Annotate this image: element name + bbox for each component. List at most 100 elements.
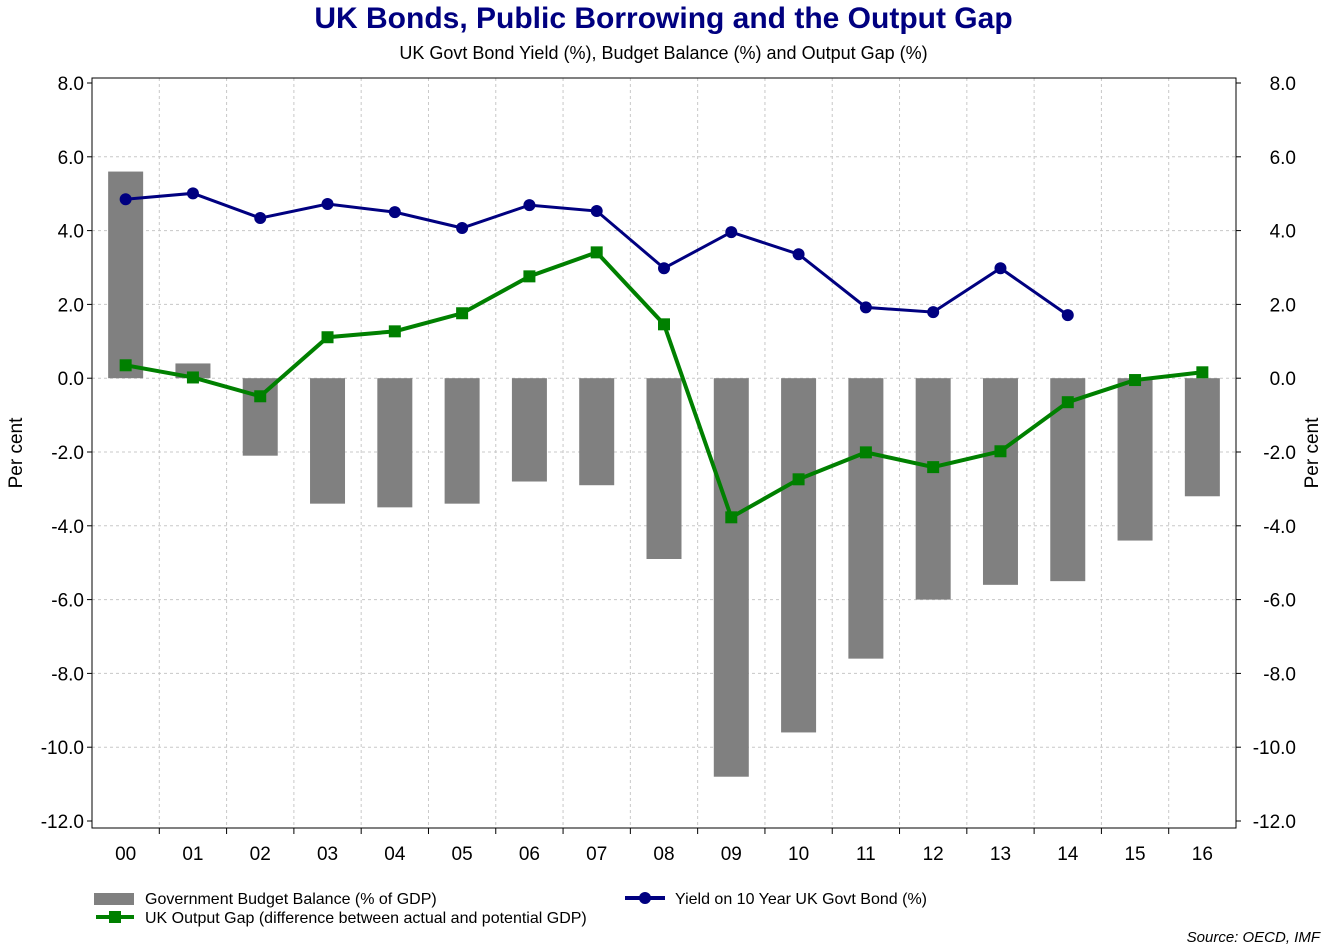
point-yield: [186, 187, 199, 200]
y-axis-label-left: Per cent: [6, 417, 27, 488]
y-tick-label-right: -2.0: [1263, 443, 1296, 464]
legend-marker-yield: [639, 892, 651, 904]
bar-budget-balance: [915, 378, 951, 600]
point-output-gap: [725, 511, 738, 524]
x-tick-label: 01: [182, 844, 203, 865]
point-yield: [388, 206, 401, 219]
legend: Government Budget Balance (% of GDP) UK …: [94, 891, 927, 927]
y-tick-label-left: 2.0: [58, 295, 84, 316]
point-yield: [523, 199, 536, 212]
point-output-gap: [658, 318, 670, 331]
bar-budget-balance: [108, 171, 144, 379]
x-tick-label: 10: [788, 844, 809, 865]
point-output-gap: [321, 331, 334, 344]
point-output-gap: [456, 307, 469, 320]
point-output-gap: [388, 325, 401, 338]
point-yield: [456, 222, 469, 235]
point-output-gap: [859, 446, 872, 459]
legend-marker-output-gap: [109, 911, 121, 923]
point-output-gap: [186, 371, 199, 384]
bar-budget-balance: [982, 378, 1018, 585]
point-yield: [859, 301, 872, 314]
point-yield: [658, 262, 670, 275]
point-yield: [927, 306, 940, 319]
point-output-gap: [590, 246, 603, 259]
y-tick-label-left: -4.0: [51, 517, 84, 538]
x-tick-label: 02: [250, 844, 271, 865]
x-tick-label: 11: [856, 844, 876, 865]
bar-budget-balance: [1117, 378, 1153, 541]
x-tick-label: 08: [653, 844, 674, 865]
bar-budget-balance: [781, 378, 817, 733]
point-yield: [119, 193, 132, 206]
legend-label-budget: Government Budget Balance (% of GDP): [145, 891, 437, 908]
y-tick-label-right: 8.0: [1270, 74, 1296, 95]
bar-budget-balance: [1050, 378, 1086, 582]
point-output-gap: [523, 270, 536, 283]
y-tick-label-right: 0.0: [1270, 369, 1296, 390]
point-yield: [321, 198, 334, 211]
point-output-gap: [254, 390, 267, 403]
x-tick-label: 09: [721, 844, 742, 865]
bar-budget-balance: [242, 378, 278, 456]
y-tick-label-right: -4.0: [1263, 517, 1296, 538]
bar-budget-balance: [713, 378, 749, 777]
point-output-gap: [792, 473, 805, 486]
point-output-gap: [119, 359, 132, 372]
source-note: Source: OECD, IMF: [1187, 929, 1321, 946]
bar-budget-balance: [444, 378, 480, 504]
legend-swatch-budget: [94, 893, 134, 905]
bar-budget-balance: [511, 378, 547, 482]
point-yield: [725, 226, 738, 239]
point-output-gap: [1196, 366, 1209, 379]
y-tick-label-right: -10.0: [1253, 738, 1296, 759]
x-tick-label: 05: [452, 844, 473, 865]
y-tick-label-left: 4.0: [58, 222, 84, 243]
bar-budget-balance: [310, 378, 346, 504]
x-tick-label: 04: [384, 844, 406, 865]
y-axis-label-right: Per cent: [1302, 417, 1323, 488]
x-tick-label: 06: [519, 844, 540, 865]
x-tick-label: 16: [1192, 844, 1213, 865]
bar-budget-balance: [579, 378, 615, 486]
point-yield: [1061, 309, 1074, 322]
y-tick-label-left: -2.0: [51, 443, 84, 464]
point-yield: [254, 212, 267, 225]
x-tick-label: 15: [1124, 844, 1145, 865]
point-output-gap: [927, 461, 940, 474]
bar-budget-balance: [1184, 378, 1220, 497]
x-tick-label: 12: [923, 844, 944, 865]
point-yield: [792, 248, 805, 261]
y-tick-label-right: -12.0: [1253, 812, 1296, 833]
legend-label-yield: Yield on 10 Year UK Govt Bond (%): [675, 891, 927, 908]
point-yield: [994, 262, 1007, 275]
y-tick-label-right: 4.0: [1270, 222, 1296, 243]
chart-title: UK Bonds, Public Borrowing and the Outpu…: [314, 2, 1013, 35]
y-tick-label-right: -8.0: [1263, 664, 1296, 685]
y-tick-label-left: 0.0: [58, 369, 84, 390]
y-tick-label-left: 8.0: [58, 74, 84, 95]
x-tick-label: 13: [990, 844, 1011, 865]
x-tick-label: 07: [586, 844, 607, 865]
y-tick-label-left: 6.0: [58, 148, 84, 169]
point-output-gap: [994, 445, 1007, 458]
bar-budget-balance: [848, 378, 884, 659]
y-tick-label-left: -10.0: [41, 738, 84, 759]
point-yield: [590, 205, 603, 218]
point-output-gap: [1061, 396, 1074, 409]
y-tick-label-left: -6.0: [51, 591, 84, 612]
y-tick-label-left: -12.0: [41, 812, 84, 833]
x-tick-label: 14: [1057, 844, 1079, 865]
bar-budget-balance: [377, 378, 413, 508]
x-tick-label: 03: [317, 844, 338, 865]
y-tick-label-right: 2.0: [1270, 295, 1296, 316]
point-output-gap: [1129, 374, 1142, 387]
chart-subtitle: UK Govt Bond Yield (%), Budget Balance (…: [399, 43, 928, 63]
legend-label-output-gap: UK Output Gap (difference between actual…: [145, 910, 587, 927]
x-tick-label: 00: [115, 844, 136, 865]
y-tick-label-left: -8.0: [51, 664, 84, 685]
y-tick-label-right: 6.0: [1270, 148, 1296, 169]
y-tick-label-right: -6.0: [1263, 591, 1296, 612]
plot-frame: [91, 77, 1237, 829]
